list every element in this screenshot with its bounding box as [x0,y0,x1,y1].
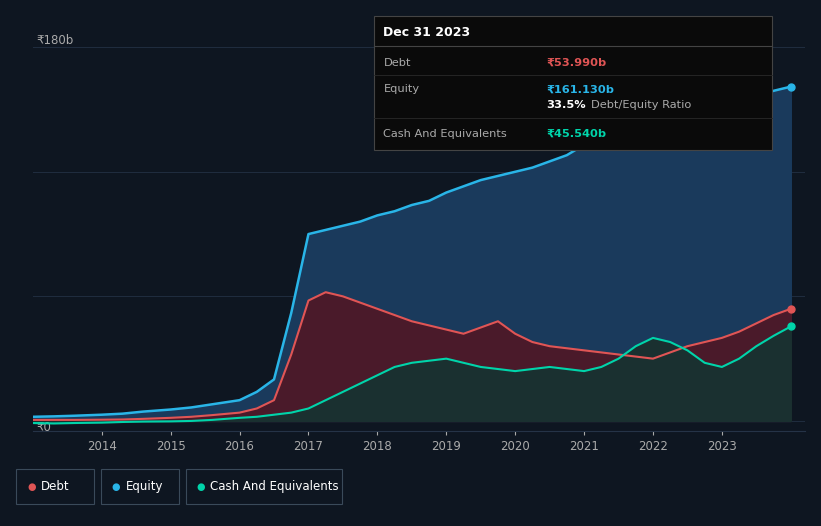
Text: ₹180b: ₹180b [37,34,74,47]
Text: ●: ● [112,481,120,492]
Text: Equity: Equity [383,84,420,95]
Text: ₹0: ₹0 [37,421,52,434]
Text: Debt: Debt [383,58,410,68]
Text: Equity: Equity [126,480,163,493]
Text: Cash And Equivalents: Cash And Equivalents [383,129,507,139]
Text: ●: ● [27,481,35,492]
Text: ₹53.990b: ₹53.990b [546,58,606,68]
Text: ●: ● [196,481,204,492]
Text: Dec 31 2023: Dec 31 2023 [383,26,470,39]
Text: Cash And Equivalents: Cash And Equivalents [210,480,339,493]
Text: ₹161.130b: ₹161.130b [546,84,614,95]
Text: 33.5%: 33.5% [546,100,585,110]
Text: Debt/Equity Ratio: Debt/Equity Ratio [591,100,691,110]
Text: Debt: Debt [41,480,70,493]
Text: ₹45.540b: ₹45.540b [546,129,606,139]
